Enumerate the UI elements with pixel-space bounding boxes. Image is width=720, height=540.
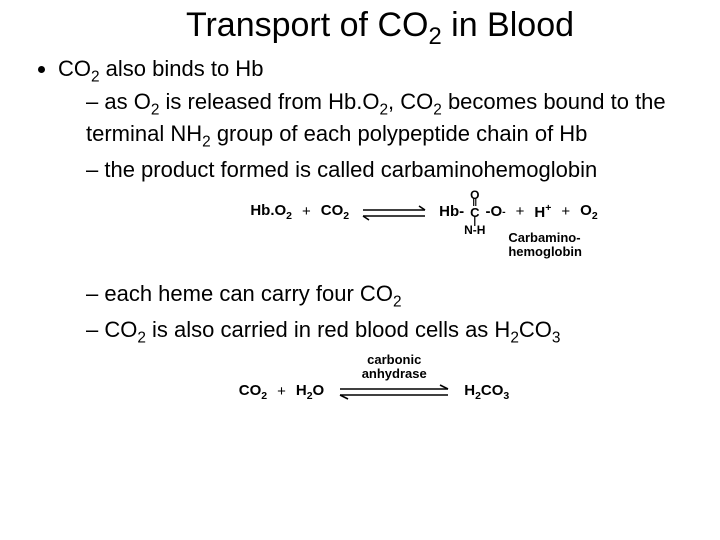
plus-icon: +: [516, 203, 525, 222]
plus-icon: +: [277, 383, 286, 402]
equation-2: CO2 + H2O carbonicanhydrase: [58, 374, 690, 403]
title-pre: Transport of CO: [186, 6, 428, 44]
eq1-hplus: H+: [534, 202, 551, 223]
eq1-hbo2: Hb.O2: [250, 202, 292, 223]
slide-container: Transport of CO2 in Blood CO2 also binds…: [0, 0, 720, 421]
equilibrium-arrow-icon: carbonicanhydrase: [334, 383, 454, 401]
eq1-row: Hb.O2 + CO2 Hb- O: [250, 189, 597, 236]
eq2-h2o: H2O: [296, 382, 324, 403]
sub-list-2: each heme can carry four CO2 CO2 is also…: [58, 280, 690, 347]
eq1-carbamino-structure: Hb- O ‖ C | N-H -O-: [439, 189, 506, 236]
sub-3: each heme can carry four CO2: [86, 280, 690, 312]
sub-2: the product formed is called carbaminohe…: [86, 156, 690, 184]
plus-icon: +: [302, 203, 311, 222]
bullet-1: CO2 also binds to Hb as O2 is released f…: [58, 55, 690, 403]
enzyme-label: carbonicanhydrase: [362, 353, 427, 380]
eq2-row: CO2 + H2O carbonicanhydrase: [239, 382, 510, 403]
eq2-h2co3: H2CO3: [464, 382, 509, 403]
sub-list-1: as O2 is released from Hb.O2, CO2 become…: [58, 88, 690, 183]
slide-title: Transport of CO2 in Blood: [70, 6, 690, 51]
title-sub: 2: [428, 23, 441, 50]
equilibrium-arrow-icon: [359, 204, 429, 222]
equation-1: Hb.O2 + CO2 Hb- O: [58, 189, 690, 236]
eq1-co2: CO2: [321, 202, 349, 223]
eq1-o2: O2: [580, 202, 598, 223]
carbamino-label: Carbamino-hemoglobin: [508, 231, 582, 258]
bullet-list: CO2 also binds to Hb as O2 is released f…: [30, 55, 690, 403]
nh-structure: O ‖ C | N-H: [464, 189, 485, 236]
title-post: in Blood: [442, 6, 574, 44]
eq2-co2: CO2: [239, 382, 267, 403]
plus-icon: +: [561, 203, 570, 222]
sub-4: CO2 is also carried in red blood cells a…: [86, 316, 690, 348]
sub-1: as O2 is released from Hb.O2, CO2 become…: [86, 88, 690, 151]
